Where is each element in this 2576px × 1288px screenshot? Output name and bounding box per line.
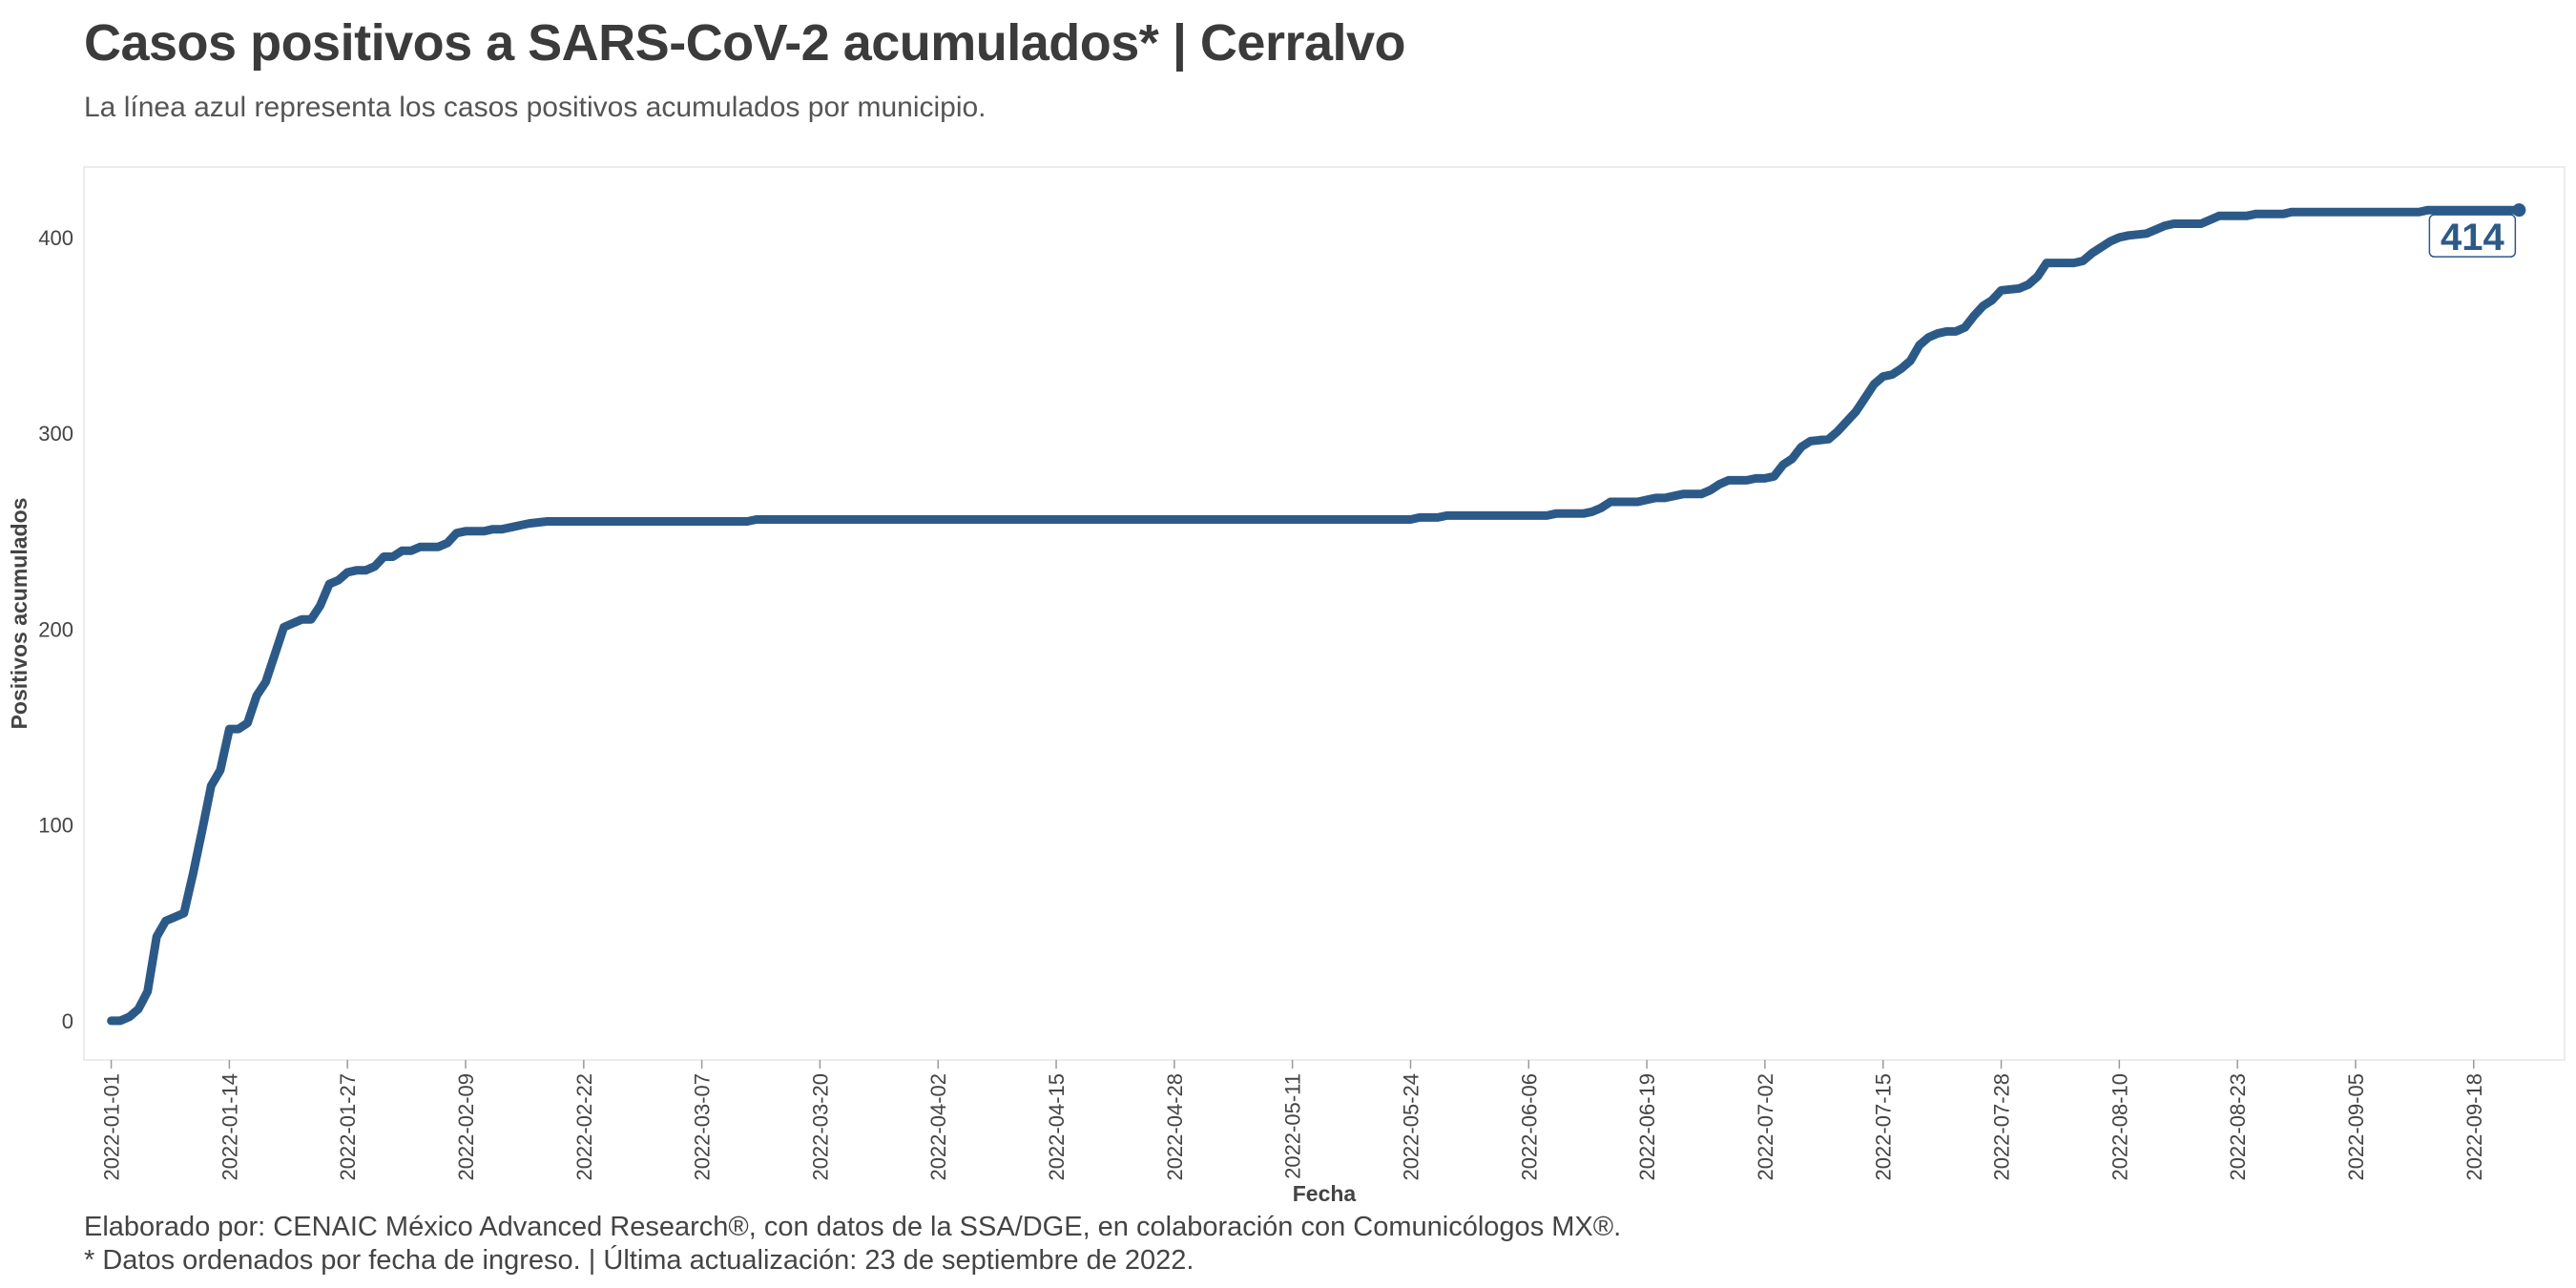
x-tick-label: 2022-09-18 [2462, 1073, 2486, 1181]
y-tick-label: 200 [38, 617, 73, 641]
source-caption: Elaborado por: CENAIC México Advanced Re… [84, 1212, 1622, 1242]
x-tick-label: 2022-07-02 [1754, 1073, 1777, 1181]
series-line [107, 205, 2524, 1026]
x-tick-label: 2022-05-11 [1281, 1073, 1305, 1179]
y-tick-label: 0 [62, 1009, 73, 1033]
note-caption: * Datos ordenados por fecha de ingreso. … [84, 1245, 1195, 1276]
x-tick-label: 2022-01-01 [100, 1073, 124, 1181]
x-tick-label: 2022-05-24 [1399, 1073, 1423, 1181]
plot-panel [83, 166, 2566, 1061]
y-axis-title: Positivos acumulados [7, 498, 31, 730]
x-tick-label: 2022-04-15 [1045, 1073, 1069, 1181]
x-tick-label: 2022-03-20 [808, 1073, 832, 1181]
x-tick-label: 2022-01-27 [336, 1073, 360, 1181]
y-tick-label: 100 [38, 814, 73, 838]
y-tick-label: 300 [38, 422, 73, 446]
chart-subtitle: La línea azul representa los casos posit… [84, 92, 987, 123]
x-axis: 2022-01-01 2022-01-14 2022-01-27 2022-02-09… [100, 1060, 2486, 1181]
x-tick-label: 2022-03-07 [691, 1073, 715, 1181]
end-label-box [2428, 214, 2517, 258]
x-tick-label: 2022-04-02 [926, 1073, 950, 1181]
end-point-marker [2512, 203, 2526, 218]
x-tick-label: 2022-06-06 [1517, 1073, 1541, 1181]
x-axis-title: Fecha [1293, 1181, 1357, 1202]
x-tick-label: 2022-06-19 [1635, 1073, 1659, 1181]
x-tick-label: 2022-08-10 [2108, 1073, 2131, 1181]
chart-title: Casos positivos a SARS-CoV-2 acumulados*… [84, 14, 1406, 72]
y-tick-label: 400 [38, 226, 73, 250]
x-tick-label: 2022-07-15 [1872, 1073, 1896, 1181]
x-tick-label: 2022-04-28 [1163, 1073, 1187, 1181]
x-tick-label: 2022-01-14 [218, 1073, 241, 1181]
y-axis: 0 100 200 300 400 [38, 226, 73, 1033]
x-tick-label: 2022-08-23 [2226, 1073, 2250, 1181]
end-label: 414 [2441, 217, 2504, 259]
x-tick-label: 2022-09-05 [2344, 1073, 2368, 1181]
x-tick-label: 2022-07-28 [1990, 1073, 2014, 1181]
x-tick-label: 2022-02-22 [572, 1073, 596, 1181]
x-tick-label: 2022-02-09 [454, 1073, 478, 1181]
